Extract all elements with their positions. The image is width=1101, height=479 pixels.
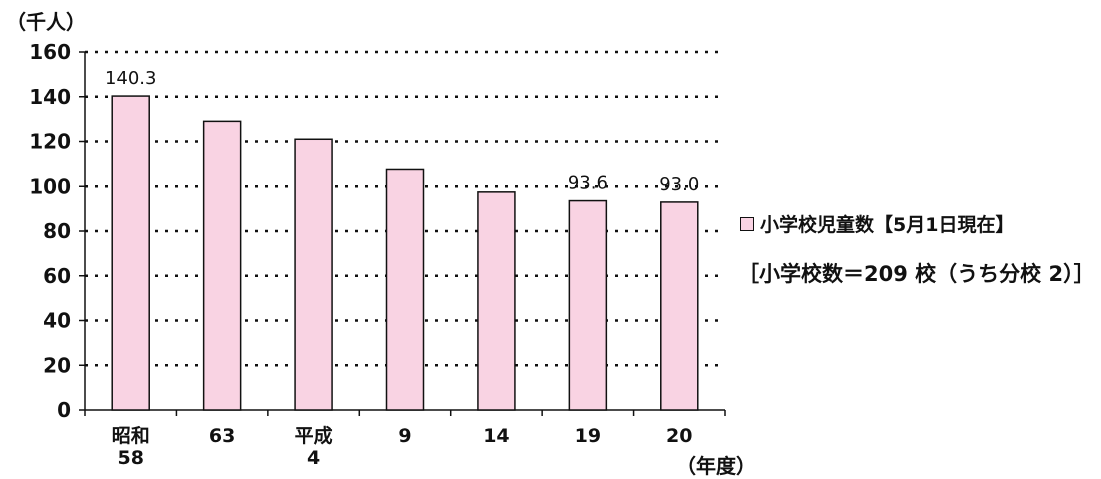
y-tick-label: 0 <box>57 398 71 422</box>
y-tick-label: 60 <box>43 264 71 288</box>
y-tick-label: 100 <box>29 174 71 198</box>
x-tick-label: 9 <box>398 425 411 447</box>
x-axis-unit-label: （年度） <box>676 454 756 478</box>
y-tick-label: 140 <box>29 85 71 109</box>
y-tick-label: 40 <box>43 309 71 333</box>
bar <box>568 199 608 411</box>
y-tick-label: 20 <box>43 353 71 377</box>
bar <box>202 120 242 411</box>
y-tick-label: 80 <box>43 219 71 243</box>
legend-swatch <box>740 216 754 231</box>
school-count-note: ［小学校数＝209 校（うち分校 2）］ <box>738 262 1095 286</box>
data-label: 93.0 <box>659 174 699 195</box>
y-tick-label: 160 <box>29 40 71 64</box>
x-tick-label: 昭和 58 <box>112 424 150 469</box>
y-axis-unit-label: （千人） <box>6 10 86 34</box>
legend: 小学校児童数【5月1日現在】 <box>740 210 1014 237</box>
data-label: 140.3 <box>105 68 157 89</box>
bar <box>385 168 425 411</box>
legend-label: 小学校児童数【5月1日現在】 <box>760 214 1015 236</box>
data-label: 93.6 <box>568 173 608 194</box>
x-tick-label: 平成 4 <box>295 424 333 469</box>
y-tick-label: 120 <box>29 130 71 154</box>
bar <box>477 191 516 411</box>
bar <box>660 201 699 411</box>
x-tick-label: 19 <box>575 425 601 447</box>
x-tick-label: 14 <box>483 425 509 447</box>
bar <box>111 95 150 411</box>
x-tick-label: 63 <box>209 425 235 447</box>
bar <box>294 138 333 411</box>
x-tick-label: 20 <box>666 425 692 447</box>
